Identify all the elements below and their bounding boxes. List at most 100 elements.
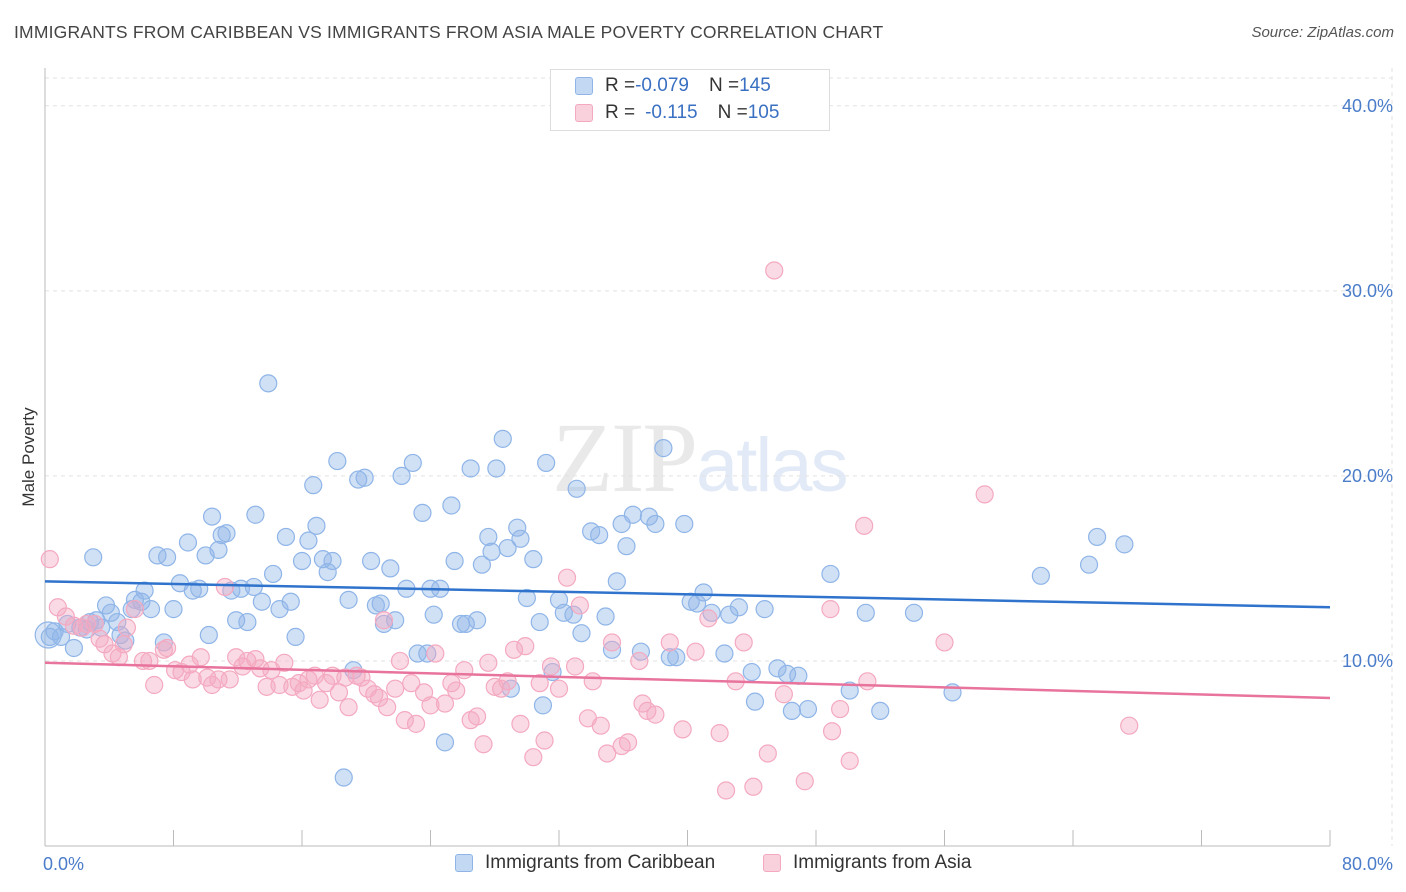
- watermark: ZIPatlas: [552, 400, 849, 515]
- asia-point: [822, 722, 842, 741]
- asia-point: [858, 672, 877, 691]
- r-value: -0.115: [645, 102, 698, 123]
- caribbean-point: [355, 468, 374, 487]
- caribbean-point: [339, 590, 358, 609]
- caribbean-point: [276, 527, 296, 547]
- caribbean-point: [639, 507, 659, 526]
- legend-label-caribbean: Immigrants from Caribbean: [485, 852, 716, 873]
- caribbean-point: [209, 540, 228, 560]
- caribbean-point: [631, 642, 651, 661]
- caribbean-point: [1031, 566, 1050, 585]
- caribbean-point: [742, 662, 761, 682]
- caribbean-point: [755, 600, 774, 619]
- caribbean-point: [323, 551, 342, 571]
- caribbean-point: [567, 479, 586, 498]
- caribbean-point: [617, 537, 636, 556]
- caribbean-point: [413, 503, 432, 522]
- caribbean-point: [334, 768, 353, 787]
- n-value: 105: [747, 102, 780, 123]
- asia-point: [765, 261, 784, 280]
- caribbean-point: [472, 555, 491, 574]
- caribbean-point: [524, 550, 543, 569]
- caribbean-point: [281, 592, 300, 611]
- legend-item-caribbean: Immigrants from Caribbean: [455, 852, 715, 874]
- asia-point: [455, 661, 474, 680]
- asia-point: [602, 633, 622, 652]
- caribbean-point: [1087, 527, 1107, 547]
- caribbean-point: [424, 605, 443, 624]
- asia-point: [935, 633, 954, 652]
- caribbean-point: [34, 621, 62, 649]
- caribbean-point: [199, 625, 218, 645]
- asia-point: [591, 716, 610, 735]
- caribbean-point: [798, 699, 818, 719]
- caribbean-point: [508, 518, 527, 537]
- asia-point: [352, 668, 371, 687]
- caribbean-point: [202, 507, 222, 526]
- caribbean-point: [596, 607, 615, 626]
- legend-label-asia: Immigrants from Asia: [793, 852, 972, 873]
- asia-point: [557, 568, 577, 587]
- asia-trend-line: [44, 661, 1331, 700]
- asia-point: [227, 648, 246, 667]
- asia-point: [40, 550, 59, 569]
- y-tick-label: 40.0%: [1342, 96, 1393, 116]
- asia-swatch: [763, 854, 781, 872]
- caribbean-point: [270, 600, 289, 619]
- asia-point: [504, 640, 524, 659]
- y-tick-label: 30.0%: [1342, 281, 1393, 301]
- caribbean-point: [768, 659, 787, 678]
- asia-point: [630, 651, 649, 671]
- source-credit: Source: ZipAtlas.com: [1251, 24, 1394, 41]
- caribbean-point: [292, 551, 312, 571]
- caribbean-point: [511, 529, 530, 548]
- asia-point: [774, 685, 793, 704]
- caribbean-point: [493, 429, 512, 448]
- caribbean-point: [246, 505, 265, 524]
- asia-point: [744, 777, 763, 796]
- asia-point: [275, 653, 294, 672]
- y-tick-label: 20.0%: [1342, 466, 1393, 486]
- caribbean-point: [646, 514, 665, 534]
- asia-point: [660, 633, 679, 652]
- watermark-zip: ZIP: [552, 402, 698, 513]
- caribbean-point: [461, 459, 480, 478]
- asia-point: [830, 699, 850, 719]
- caribbean-point: [675, 514, 694, 534]
- asia-point: [758, 744, 777, 763]
- caribbean-point: [381, 559, 400, 578]
- caribbean-point: [590, 525, 609, 545]
- caribbean-point: [178, 533, 198, 552]
- caribbean-point: [467, 611, 487, 630]
- caribbean-point: [729, 598, 749, 617]
- asia-point: [474, 735, 493, 754]
- asia-point: [498, 672, 517, 691]
- caribbean-point: [904, 603, 924, 622]
- chart-title: IMMIGRANTS FROM CARIBBEAN VS IMMIGRANTS …: [14, 22, 884, 42]
- asia-point: [673, 720, 692, 739]
- caribbean-point: [607, 572, 626, 591]
- caribbean-point: [263, 564, 283, 584]
- caribbean-point: [403, 453, 422, 473]
- legend-row-asia: R = -0.115 N = 105: [575, 101, 779, 125]
- asia-point: [699, 609, 718, 628]
- caribbean-point: [190, 579, 209, 598]
- n-label: N =: [708, 75, 740, 96]
- asia-point: [535, 731, 554, 750]
- caribbean-point: [654, 439, 673, 458]
- asia-point: [294, 681, 313, 700]
- asia-point: [183, 670, 202, 689]
- caribbean-point: [482, 542, 501, 561]
- asia-point: [447, 681, 466, 700]
- caribbean-point: [183, 581, 202, 600]
- asia-point: [336, 668, 355, 687]
- caribbean-point: [1079, 555, 1099, 574]
- asia-point: [426, 644, 445, 663]
- r-value: -0.079: [635, 75, 689, 96]
- asia-point: [154, 640, 173, 659]
- caribbean-point: [164, 600, 183, 619]
- asia-point: [467, 707, 487, 726]
- caribbean-point: [435, 733, 455, 752]
- asia-point: [157, 638, 177, 658]
